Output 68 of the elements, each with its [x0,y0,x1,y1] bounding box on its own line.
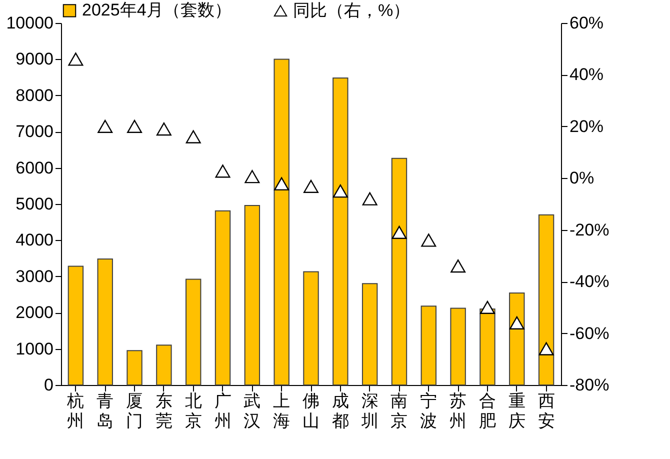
point [332,184,348,198]
x-tick-label: 西安 [538,392,555,430]
y-tick-label: 6000 [16,158,54,178]
x-tick-label: 重庆 [508,392,526,430]
bar [391,158,408,386]
x-tick-label: 南京 [390,392,408,430]
y-tick-label: 2000 [16,303,54,322]
bar [509,292,525,386]
point [480,300,495,314]
y2-tick-label: -60% [570,324,610,343]
x-tick-label: 上海 [273,392,290,430]
x-tick-label: 东莞 [155,392,172,430]
point [421,234,436,247]
x-tick-label: 武汉 [244,392,261,430]
x-tick-label: 厦门 [126,392,144,430]
x-tick-label: 成都 [332,392,349,430]
point [244,170,260,184]
y-tick-label: 5000 [16,194,54,214]
bar [244,204,260,386]
y2-tick-label: 60% [570,14,604,32]
point [215,164,230,178]
y-tick-label: 10000 [6,14,54,32]
x-tick-label: 北京 [184,392,202,430]
y2-tick-label: 40% [570,65,604,84]
point [362,192,378,206]
y-tick-label: 8000 [16,86,54,105]
bar [450,308,466,386]
bar [186,278,202,386]
y-tick-label: 7000 [16,122,54,142]
bar [68,266,84,386]
y-tick-label: 4000 [16,230,54,250]
bar [97,258,113,386]
point [450,259,466,273]
y2-tick-label: 0% [570,168,594,188]
bar [303,271,319,386]
y-tick-label: 1000 [16,339,54,358]
bar [420,306,436,386]
bar [332,78,348,386]
x-tick-label: 广州 [214,392,232,430]
y2-tick-label: -80% [570,376,610,394]
y2-tick-label: 20% [570,116,604,136]
y-tick-label: 0 [44,376,54,394]
y-tick-label: 3000 [16,266,54,286]
x-tick-label: 杭州 [66,392,84,430]
point [156,122,172,136]
bar [362,283,378,386]
bar [156,344,172,386]
bar [274,58,290,386]
x-tick-label: 佛山 [302,392,320,430]
y2-tick-label: -20% [570,220,610,240]
bar [126,350,142,386]
point [68,52,84,66]
x-tick-label: 深圳 [360,392,378,430]
x-tick-label: 宁波 [420,392,438,430]
bar [480,308,496,386]
x-tick-label: 合肥 [478,392,496,430]
x-tick-label: 苏州 [450,392,467,430]
point [538,342,554,356]
x-tick-label: 青岛 [96,392,114,430]
bar [214,210,231,386]
point [392,226,407,240]
point [274,177,290,190]
y-tick-label: 9000 [16,50,54,69]
legend-label: 同比（右，%） [293,0,410,20]
bar [538,214,554,386]
point [509,316,524,330]
y2-tick-label: -40% [570,272,610,292]
legend-label: 2025年4月（套数） [82,0,232,20]
